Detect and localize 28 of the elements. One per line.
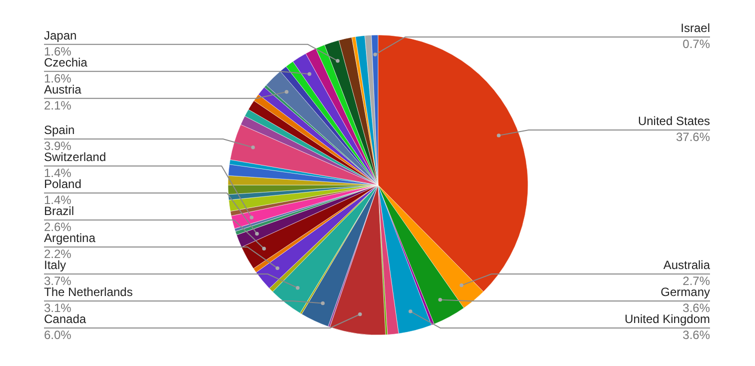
slice-label: Australia <box>663 258 710 272</box>
slice-label: Spain <box>44 123 75 137</box>
data-label: 3.6% <box>682 301 710 315</box>
slice-label: Switzerland <box>44 150 106 164</box>
data-label: 3.7% <box>44 274 72 288</box>
data-label: 2.1% <box>44 98 72 112</box>
slice-label: Japan <box>44 28 77 42</box>
data-label: 3.1% <box>44 301 72 315</box>
data-label: 37.6% <box>676 130 710 144</box>
slice-label: United States <box>638 114 710 128</box>
slice-label: Italy <box>44 258 66 272</box>
data-label: 1.4% <box>44 193 72 207</box>
data-label: 2.2% <box>44 247 72 261</box>
slice-label: The Netherlands <box>44 285 133 299</box>
data-label: 2.7% <box>682 274 710 288</box>
slice-label: Israel <box>680 21 710 36</box>
data-label: 6.0% <box>44 328 72 342</box>
slice-label: Poland <box>44 177 82 191</box>
data-label: 3.6% <box>682 328 710 342</box>
data-label: 2.6% <box>44 220 72 234</box>
slice-label: Canada <box>44 312 86 326</box>
data-label: 0.7% <box>682 37 710 52</box>
slice-label: Brazil <box>44 204 74 218</box>
data-label: 3.9% <box>44 139 72 153</box>
slice-label: Argentina <box>44 231 96 245</box>
data-label: 1.4% <box>44 166 72 180</box>
slice-label: United Kingdom <box>624 312 710 326</box>
slice-label: Germany <box>660 285 710 299</box>
